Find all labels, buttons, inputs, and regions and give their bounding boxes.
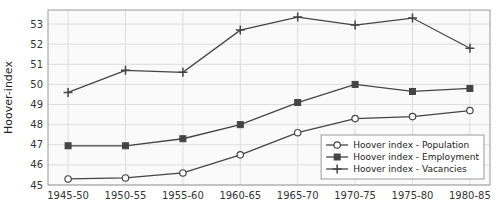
x-tick-label: 1955-60 [162, 190, 204, 201]
chart-svg: 45 46 47 48 49 50 51 52 53 1945-50 1950-55 1955-60 1… [0, 0, 500, 209]
legend-label: Hoover index - Employment [353, 152, 479, 162]
series-point [122, 175, 128, 181]
x-tick-label: 1975-80 [392, 190, 434, 201]
x-tick-label: 1970-75 [334, 190, 376, 201]
x-tick-label: 1945-50 [47, 190, 89, 201]
grid [48, 10, 490, 185]
series-point [352, 81, 358, 87]
x-grid-line [68, 10, 69, 185]
series-point [64, 88, 73, 97]
y-tick-label: 50 [30, 79, 43, 90]
series-point [237, 152, 243, 158]
series-point [180, 170, 186, 176]
y-tick-label: 51 [30, 59, 43, 70]
series-point [236, 26, 245, 35]
plot-frame [48, 10, 490, 185]
y-grid-line [48, 44, 490, 45]
legend-swatch-marker [333, 165, 342, 174]
y-grid-line [48, 104, 490, 105]
y-tick-label: 45 [30, 180, 43, 191]
y-tick-label: 49 [30, 99, 43, 110]
y-tick-label: 46 [30, 159, 43, 170]
series-point [352, 115, 358, 121]
x-grid-line [297, 10, 298, 185]
legend-swatch-marker [334, 142, 340, 148]
series-point [295, 130, 301, 136]
legend-box [321, 135, 484, 179]
series-point [293, 13, 302, 22]
series-point [65, 143, 71, 149]
series-point [237, 122, 243, 128]
y-axis-label: Hoover-index [2, 61, 15, 134]
x-grid-line [240, 10, 241, 185]
y-tick-label: 47 [30, 139, 43, 150]
x-tick-label: 1965-70 [277, 190, 319, 201]
series-point [121, 66, 130, 75]
series-point [295, 100, 301, 106]
series-point [178, 68, 187, 77]
x-grid-line [125, 10, 126, 185]
series-point [180, 136, 186, 142]
series-point [65, 176, 71, 182]
x-tick-label: 1960-65 [219, 190, 261, 201]
series-point [467, 85, 473, 91]
y-grid-line [48, 84, 490, 85]
series-point [467, 107, 473, 113]
plot-background [48, 10, 490, 185]
legend-label: Hoover index - Vacancies [353, 164, 467, 174]
series-line [68, 111, 470, 179]
series-point [409, 113, 415, 119]
series-point [408, 14, 417, 23]
y-grid-line [48, 124, 490, 125]
series-point [410, 88, 416, 94]
x-grid-line [182, 10, 183, 185]
chart-container: 45 46 47 48 49 50 51 52 53 1945-50 1950-55 1955-60 1… [0, 0, 500, 209]
x-tick-label: 1950-55 [105, 190, 147, 201]
legend-swatch-marker [334, 154, 340, 160]
y-tick-label: 48 [30, 119, 43, 130]
legend-label: Hoover index - Population [353, 140, 469, 150]
legend: Hoover index - Population Hoover index - … [321, 135, 484, 179]
series-point [465, 44, 474, 53]
y-tick-label: 53 [30, 19, 43, 30]
series-line [68, 17, 470, 92]
y-grid-line [48, 64, 490, 65]
x-tick-label: 1980-85 [449, 190, 491, 201]
series-point [122, 143, 128, 149]
series-point [351, 21, 360, 30]
y-tick-label: 52 [30, 39, 43, 50]
